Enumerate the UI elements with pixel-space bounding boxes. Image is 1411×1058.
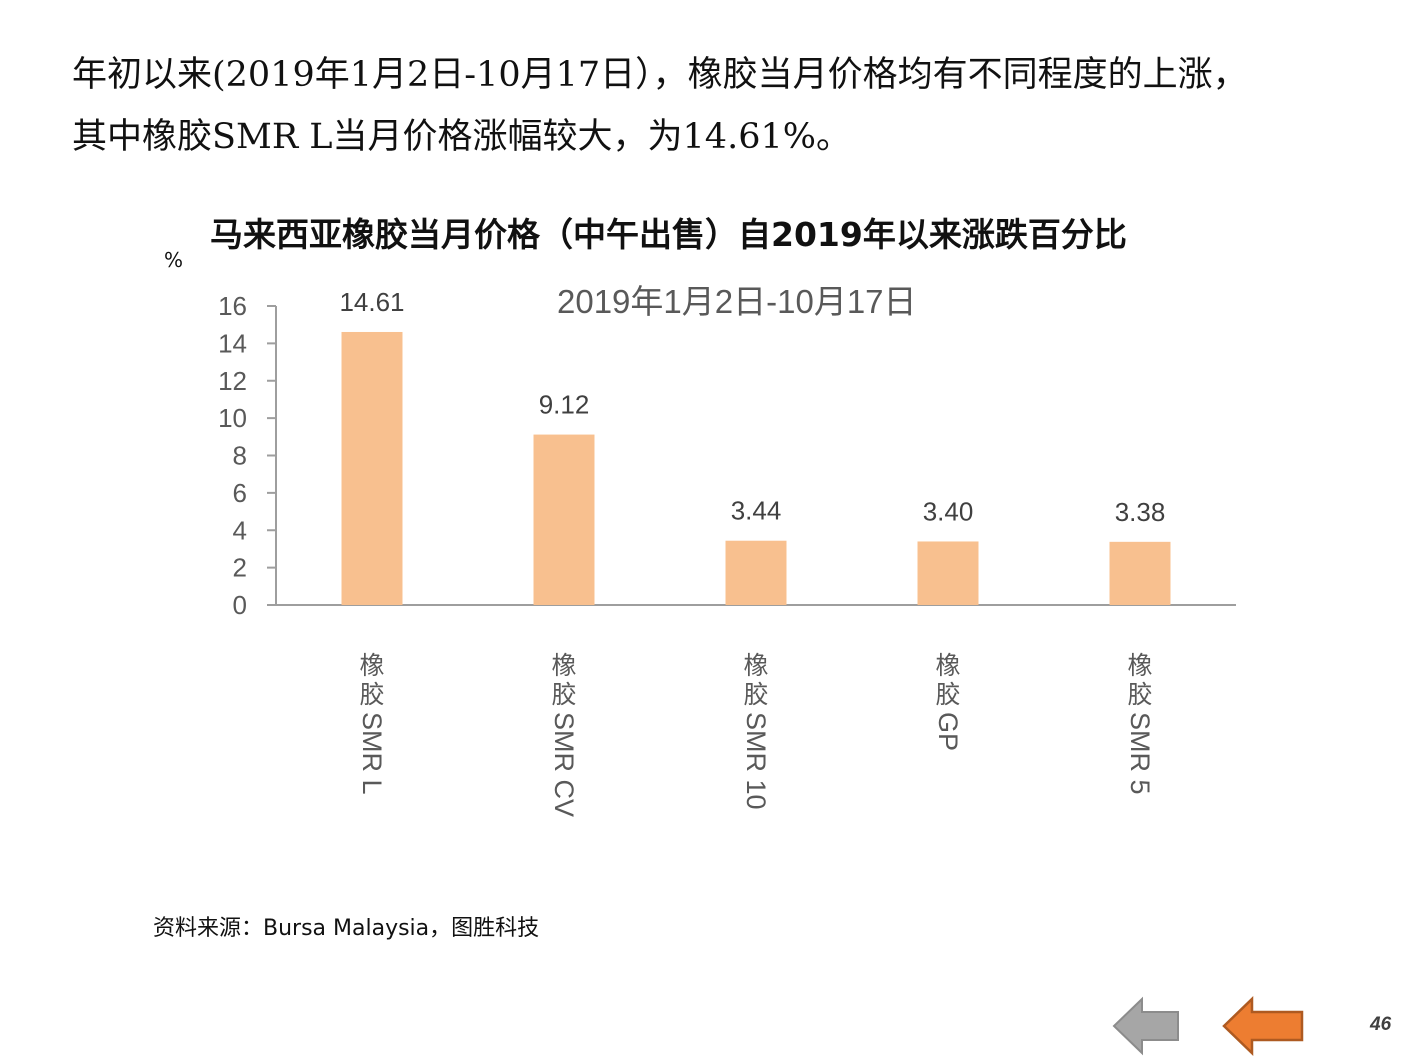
y-tick-label: 16: [218, 291, 247, 321]
svg-text:GP: GP: [933, 712, 963, 751]
x-category-label: 橡胶 SMR CV: [549, 651, 579, 817]
svg-text:橡: 橡: [743, 651, 768, 680]
chart-title: 马来西亚橡胶当月价格（中午出售）自2019年以来涨跌百分比: [210, 215, 1127, 254]
y-tick-label: 10: [218, 403, 247, 433]
data-label: 3.38: [1115, 497, 1166, 527]
y-tick-label: 2: [233, 553, 247, 583]
svg-text:橡: 橡: [551, 651, 576, 680]
bar: [917, 541, 979, 605]
y-tick-label: 8: [233, 441, 247, 471]
intro-line-1: 年初以来(2019年1月2日-10月17日），橡胶当月价格均有不同程度的上涨，: [72, 55, 1248, 95]
left-arrow-gray-icon: [1112, 996, 1182, 1056]
y-tick-label: 4: [233, 515, 247, 545]
x-category-label: 橡胶 SMR 5: [1125, 651, 1155, 795]
bar: [341, 331, 403, 605]
data-label: 14.61: [339, 287, 404, 317]
data-label: 3.40: [923, 496, 974, 526]
previous-page-button[interactable]: [1112, 996, 1182, 1056]
chart-subtitle: 2019年1月2日-10月17日: [557, 283, 917, 320]
svg-text:橡: 橡: [359, 651, 384, 680]
svg-text:胶: 胶: [551, 680, 576, 709]
svg-text:橡: 橡: [1127, 651, 1152, 680]
y-tick-label: 12: [218, 366, 247, 396]
svg-text:胶: 胶: [743, 680, 768, 709]
y-tick-label: 14: [218, 328, 247, 358]
svg-text:胶: 胶: [935, 680, 960, 709]
y-tick-label: 6: [233, 478, 247, 508]
intro-text: 年初以来(2019年1月2日-10月17日），橡胶当月价格均有不同程度的上涨， …: [72, 44, 1392, 168]
source-note: 资料来源：Bursa Malaysia，图胜科技: [153, 916, 540, 941]
next-page-button[interactable]: [1222, 996, 1306, 1056]
svg-text:SMR L: SMR L: [357, 712, 387, 795]
y-axis-unit-label: %: [164, 248, 184, 272]
data-label: 3.44: [731, 496, 782, 526]
x-category-label: 橡胶 SMR 10: [741, 651, 771, 810]
intro-line-2: 其中橡胶SMR L当月价格涨幅较大，为14.61%。: [72, 117, 851, 157]
svg-text:胶: 胶: [359, 680, 384, 709]
svg-text:胶: 胶: [1127, 680, 1152, 709]
x-category-label: 橡胶 SMR L: [357, 651, 387, 795]
left-arrow-orange-icon: [1222, 996, 1306, 1056]
y-tick-label: 0: [233, 590, 247, 620]
bar: [1109, 541, 1171, 605]
svg-text:橡: 橡: [935, 651, 960, 680]
svg-text:SMR 10: SMR 10: [741, 712, 771, 810]
bar: [533, 434, 595, 605]
svg-text:SMR 5: SMR 5: [1125, 712, 1155, 795]
svg-text:SMR CV: SMR CV: [549, 712, 579, 817]
x-category-label: 橡胶 GP: [933, 651, 963, 751]
bar: [725, 540, 787, 605]
page-number: 46: [1370, 1014, 1392, 1035]
data-label: 9.12: [539, 390, 590, 420]
